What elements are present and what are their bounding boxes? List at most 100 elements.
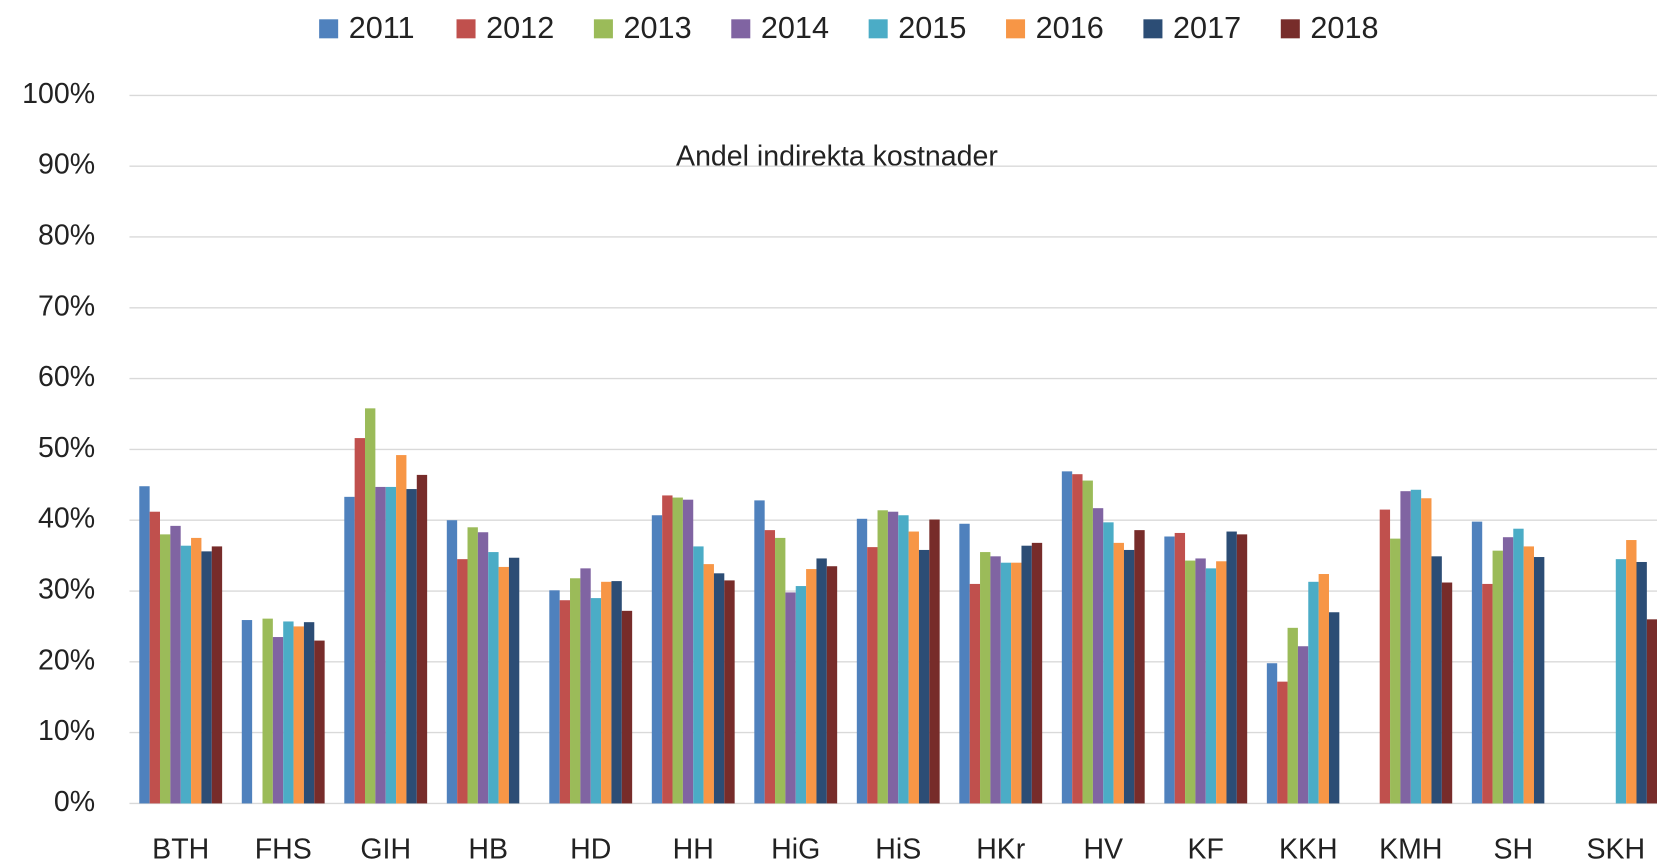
bar bbox=[1092, 508, 1104, 804]
bar bbox=[1297, 646, 1309, 804]
legend-label: 2013 bbox=[623, 11, 691, 45]
bar bbox=[898, 515, 909, 804]
bar bbox=[1523, 546, 1534, 804]
bar bbox=[303, 622, 315, 804]
bar bbox=[703, 564, 714, 804]
x-tick-label: BTH bbox=[152, 834, 209, 865]
bar bbox=[570, 578, 581, 804]
bar bbox=[611, 581, 622, 804]
bar bbox=[651, 515, 663, 804]
x-tick-label: HD bbox=[570, 834, 611, 865]
bar bbox=[293, 626, 304, 804]
bar bbox=[1277, 681, 1288, 804]
bar bbox=[1011, 562, 1022, 804]
bar bbox=[446, 520, 458, 804]
bar bbox=[867, 547, 878, 804]
bar bbox=[590, 598, 602, 804]
bar bbox=[1113, 542, 1124, 804]
bar bbox=[1318, 574, 1329, 804]
bar bbox=[508, 557, 520, 804]
bar bbox=[580, 568, 591, 804]
y-tick-label: 30% bbox=[38, 574, 95, 606]
bar bbox=[211, 546, 223, 804]
bar bbox=[241, 620, 253, 804]
bar bbox=[191, 537, 202, 804]
bar bbox=[1226, 531, 1237, 804]
bar bbox=[764, 530, 776, 804]
bar bbox=[662, 495, 673, 804]
bar bbox=[1103, 522, 1114, 804]
legend-swatch bbox=[731, 19, 751, 39]
bar bbox=[1236, 534, 1248, 804]
x-tick-label: HiG bbox=[771, 834, 820, 865]
bar bbox=[682, 499, 694, 804]
bar bbox=[488, 552, 499, 804]
legend-label: 2011 bbox=[349, 11, 415, 45]
bar bbox=[1482, 583, 1493, 804]
bar bbox=[1502, 537, 1514, 804]
x-tick-label: HiS bbox=[875, 834, 921, 865]
bar bbox=[806, 569, 817, 804]
y-tick-label: 40% bbox=[38, 503, 95, 535]
bar bbox=[344, 496, 355, 804]
x-tick-label: FHS bbox=[255, 834, 312, 865]
x-tick-label: SH bbox=[1493, 834, 1533, 865]
bar bbox=[477, 532, 489, 804]
bar bbox=[1205, 568, 1217, 804]
bar bbox=[754, 500, 765, 804]
legend-label: 2016 bbox=[1036, 11, 1104, 45]
bar bbox=[1021, 545, 1032, 804]
bar bbox=[887, 511, 899, 804]
bar bbox=[1082, 480, 1093, 804]
bar bbox=[908, 531, 919, 804]
bar bbox=[1134, 530, 1145, 804]
bar bbox=[1471, 521, 1483, 804]
bar bbox=[375, 486, 386, 804]
bar bbox=[601, 581, 612, 804]
y-tick-label: 90% bbox=[38, 149, 95, 181]
bar bbox=[1533, 557, 1545, 804]
legend-label: 2017 bbox=[1173, 11, 1241, 45]
bar bbox=[1492, 550, 1503, 804]
bar bbox=[1287, 627, 1298, 804]
bar bbox=[159, 534, 171, 804]
bar bbox=[672, 497, 683, 804]
bar bbox=[1513, 528, 1524, 804]
bar bbox=[959, 523, 970, 804]
bar bbox=[1072, 474, 1083, 804]
bar bbox=[170, 525, 181, 804]
bar bbox=[1626, 540, 1637, 804]
bar bbox=[724, 580, 735, 804]
legend-swatch bbox=[319, 19, 339, 39]
y-tick-label: 80% bbox=[38, 220, 95, 252]
bar bbox=[549, 590, 560, 804]
legend-swatch bbox=[1280, 19, 1300, 39]
legend-swatch bbox=[1006, 19, 1026, 39]
bar bbox=[1646, 619, 1657, 804]
bar bbox=[1410, 489, 1422, 804]
bar bbox=[785, 592, 796, 804]
x-tick-label: HKr bbox=[976, 834, 1026, 865]
x-tick-label: HB bbox=[468, 834, 508, 865]
legend-label: 2012 bbox=[486, 11, 554, 45]
x-tick-label: HH bbox=[673, 834, 714, 865]
bar bbox=[990, 556, 1001, 804]
bar bbox=[1400, 491, 1411, 804]
bar bbox=[1328, 612, 1340, 804]
y-tick-label: 100% bbox=[22, 78, 95, 110]
bar bbox=[354, 438, 366, 804]
bar bbox=[262, 618, 273, 804]
bar bbox=[201, 551, 212, 804]
legend-swatch bbox=[456, 19, 476, 39]
bar bbox=[416, 474, 428, 804]
y-tick-label: 0% bbox=[54, 786, 95, 818]
bar bbox=[149, 511, 160, 804]
x-tick-label: KKH bbox=[1279, 834, 1338, 865]
bar bbox=[980, 552, 991, 804]
x-tick-label: KMH bbox=[1379, 834, 1442, 865]
legend-swatch bbox=[593, 19, 613, 39]
bar bbox=[1123, 549, 1135, 804]
bar bbox=[272, 637, 284, 804]
bar bbox=[1421, 498, 1432, 804]
bar bbox=[1379, 509, 1391, 804]
